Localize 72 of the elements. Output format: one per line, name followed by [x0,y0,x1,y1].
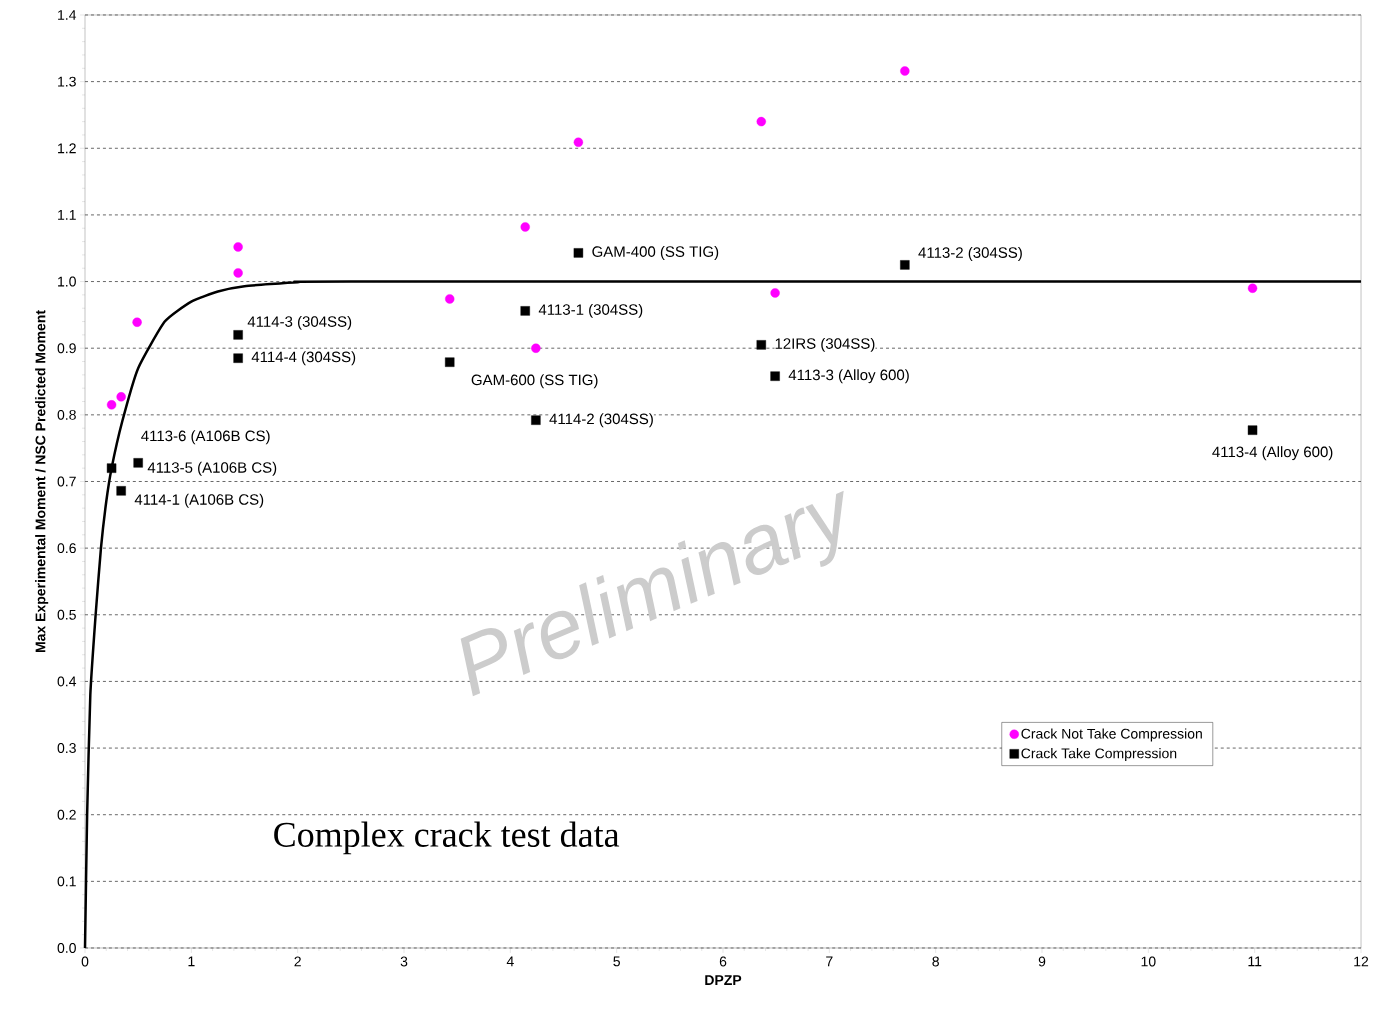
point [106,400,117,410]
x-tick-label: 7 [826,956,833,967]
x-tick-label: 9 [1038,956,1046,967]
point [520,222,530,232]
point [116,486,126,496]
point [573,248,584,258]
x-tick-label: 0 [81,956,89,967]
y-tick-label: 1.1 [58,210,76,220]
point [1247,425,1258,435]
y-tick-label: 1.3 [58,76,76,87]
annotation: 4113-5 (A106B CS) [147,461,277,476]
point [233,242,243,252]
annotation: GAM-600 (SS TIG) [471,374,598,389]
y-tick-label: 0.1 [57,876,76,887]
point [756,116,766,127]
annotation: 4113-2 (304SS) [918,246,1022,261]
point [1247,283,1258,293]
point [445,294,455,304]
point [770,288,780,298]
point [756,340,766,350]
x-tick-label: 6 [719,956,727,967]
annotation: 4113-3 (Alloy 600) [788,369,909,384]
y-tick-label: 0.3 [57,743,76,754]
y-tick-label: 0.6 [57,543,76,554]
annotation: 4114-1 (A106B CS) [134,493,264,508]
point [531,343,541,353]
point [520,306,530,316]
point [116,392,126,402]
y-tick-label: 0.0 [57,943,76,953]
y-tick-label: 0.2 [57,809,76,820]
annotation: GAM-400 (SS TIG) [592,245,719,260]
y-tick-label: 1.0 [58,276,76,287]
annotation: 4113-1 (304SS) [538,303,643,318]
point [770,371,780,381]
x-tick-label: 3 [400,956,408,967]
annotation: 4114-3 (304SS) [247,315,352,330]
point [900,66,910,76]
y-tick-label: 0.4 [57,676,77,687]
x-tick-label: 12 [1354,956,1369,967]
point [900,260,910,270]
point [233,330,243,340]
point [445,357,455,367]
annotation: 4114-4 (304SS) [251,351,356,366]
x-tick-label: 10 [1141,956,1156,967]
point [233,353,243,363]
y-tick-label: 0.8 [57,409,76,420]
annotation: 4114-2 (304SS) [549,413,653,428]
legend-label: Crack Take Compression [1021,748,1177,762]
point [133,458,143,468]
x-tick-label: 8 [932,956,939,967]
y-tick-label: 1.2 [58,143,76,154]
x-tick-label: 11 [1248,956,1262,967]
annotation: 12IRS (304SS) [775,337,875,352]
y-axis-title: Max Experimental Moment / NSC Predicted Moment [35,310,49,653]
y-tick-label: 0.9 [57,343,76,354]
x-tick-label: 1 [188,956,195,967]
annotation: Complex crack test data [274,821,620,855]
annotation: 4113-6 (A106B CS) [141,430,270,445]
x-tick-label: 5 [613,956,620,967]
y-tick-label: 1.4 [58,10,77,20]
legend-label: Crack Not Take Compression [1021,728,1202,742]
point [531,415,541,425]
y-tick-label: 0.7 [57,476,76,487]
x-tick-label: 4 [506,956,514,967]
annotation: 4113-4 (Alloy 600) [1212,446,1333,461]
point [233,268,243,278]
y-tick-label: 0.5 [57,609,76,620]
x-tick-label: 2 [294,956,301,967]
x-axis-title: DPZP [705,975,742,985]
point [106,463,117,473]
point [573,137,584,147]
point [132,317,142,327]
